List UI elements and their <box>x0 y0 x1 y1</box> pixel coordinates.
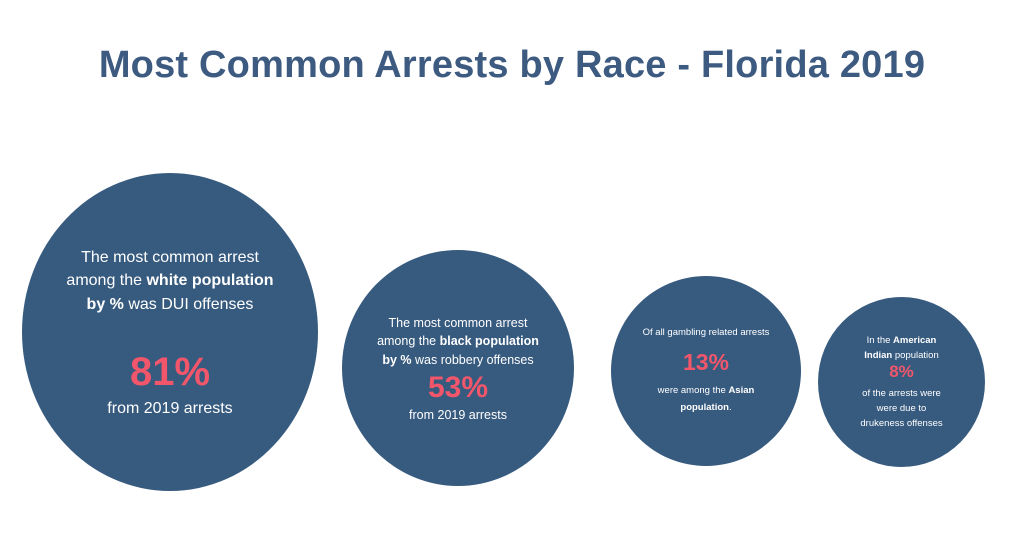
circle-black-subtext: from 2019 arrests <box>409 407 507 422</box>
circle-asian-description: Of all gambling related arrests <box>642 327 770 339</box>
circle-american-indian-percent: 8% <box>889 362 914 382</box>
circle-white-population: The most common arrest among the white p… <box>22 173 318 491</box>
circle-asian-population: Of all gambling related arrests 13% were… <box>611 276 801 466</box>
circle-white-subtext: from 2019 arrests <box>107 399 233 417</box>
page-title: Most Common Arrests by Race - Florida 20… <box>98 44 926 86</box>
circle-black-percent: 53% <box>427 370 489 404</box>
circle-asian-percent: 13% <box>682 349 730 376</box>
circle-asian-subtext: were among the Asian population. <box>657 385 755 413</box>
circle-white-percent: 81% <box>129 349 211 394</box>
circle-black-description: The most common arrest among the black p… <box>377 316 539 367</box>
circle-american-indian-description: In the American Indian population <box>864 334 939 361</box>
circle-white-description: The most common arrest among the white p… <box>66 249 274 313</box>
circle-black-population: The most common arrest among the black p… <box>342 250 574 486</box>
circle-american-indian-subtext: of the arrests were were due to drukenes… <box>860 387 943 430</box>
circle-american-indian-population: In the American Indian population 8% of … <box>818 297 985 467</box>
